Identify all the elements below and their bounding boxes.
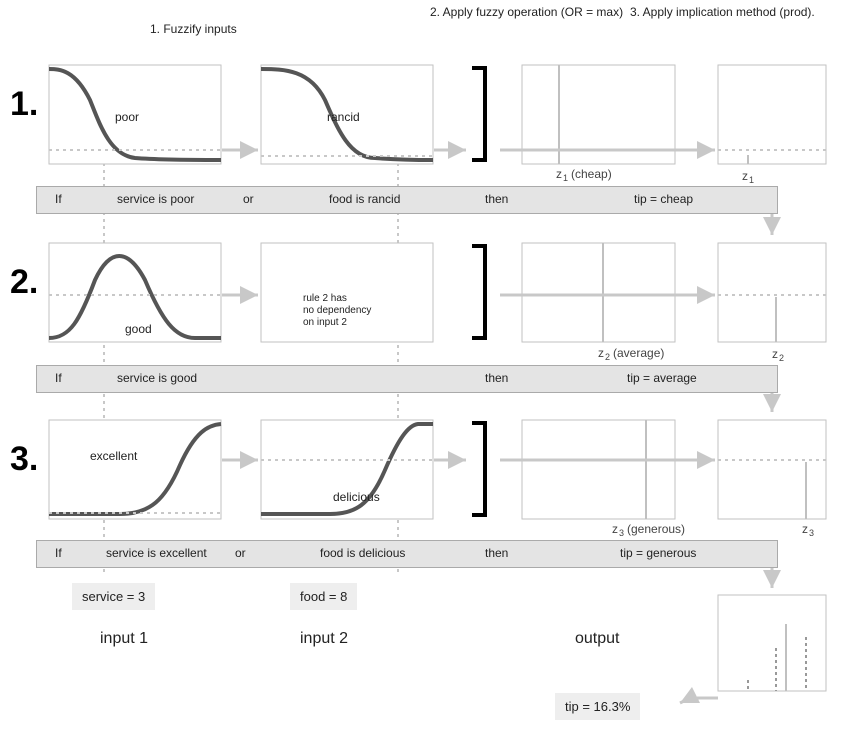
r3-op: or	[235, 546, 246, 560]
header-implication: 3. Apply implication method (prod).	[630, 5, 815, 19]
z1-sub: 1	[563, 173, 568, 183]
r3-if: If	[55, 546, 62, 560]
rule3-num: 3.	[10, 440, 38, 479]
z2b-sub: 2	[779, 353, 784, 363]
rule2-num: 2.	[10, 263, 38, 302]
z2b-label: z	[772, 347, 778, 361]
z1b-sub: 1	[749, 175, 754, 185]
final-to-tip	[680, 698, 718, 703]
good-label: good	[125, 322, 152, 336]
r2-a: service is good	[117, 371, 197, 385]
r2-panel3	[522, 243, 675, 342]
output-label: output	[575, 630, 619, 648]
z2-avg: (average)	[613, 346, 664, 360]
excellent-label: excellent	[90, 449, 137, 463]
header-fuzzify: 1. Fuzzify inputs	[150, 22, 237, 36]
z3b-sub: 3	[809, 528, 814, 538]
input1-label: input 1	[100, 630, 148, 648]
z3b-label: z	[802, 522, 808, 536]
rule3-bar: If service is excellent or food is delic…	[36, 540, 778, 568]
r3-then: then	[485, 546, 508, 560]
r2-then: then	[485, 371, 508, 385]
rancid-label: rancid	[327, 110, 360, 124]
z3-label: z	[612, 522, 618, 536]
z3-gen: (generous)	[627, 522, 685, 536]
r2-if: If	[55, 371, 62, 385]
tip-result: tip = 16.3%	[555, 693, 640, 720]
delicious-label: delicious	[333, 490, 380, 504]
rule1-num: 1.	[10, 85, 38, 124]
z1b-label: z	[742, 169, 748, 183]
r1-b: food is rancid	[329, 192, 400, 206]
z2-label: z	[598, 346, 604, 360]
z1-cheap: (cheap)	[571, 167, 612, 181]
header-operation: 2. Apply fuzzy operation (OR = max)	[430, 5, 623, 19]
r1-a: service is poor	[117, 192, 194, 206]
rule2-bar: If service is good then tip = average	[36, 365, 778, 393]
poor-label: poor	[115, 110, 139, 124]
r3-c: tip = generous	[620, 546, 696, 560]
r1-bracket	[472, 68, 485, 160]
r1-c: tip = cheap	[634, 192, 693, 206]
r3-b: food is delicious	[320, 546, 405, 560]
r3-panel3	[522, 420, 675, 519]
r2-panel4	[718, 243, 826, 342]
r3-panel4	[718, 420, 826, 519]
rule1-bar: If service is poor or food is rancid the…	[36, 186, 778, 214]
z2-sub: 2	[605, 352, 610, 362]
r2-bracket	[472, 246, 485, 338]
r1-op: or	[243, 192, 254, 206]
final-panel	[718, 595, 826, 691]
input2-label: input 2	[300, 630, 348, 648]
z1-label: z	[556, 167, 562, 181]
r1-then: then	[485, 192, 508, 206]
r2-c: tip = average	[627, 371, 697, 385]
r3-panel2	[261, 420, 433, 519]
z3-sub: 3	[619, 528, 624, 538]
food-value: food = 8	[290, 583, 357, 610]
rule2-note: rule 2 has no dependency on input 2	[303, 293, 371, 329]
service-value: service = 3	[72, 583, 155, 610]
r3-panel1	[49, 420, 221, 519]
r3-a: service is excellent	[106, 546, 207, 560]
r1-if: If	[55, 192, 62, 206]
r3-bracket	[472, 423, 485, 515]
